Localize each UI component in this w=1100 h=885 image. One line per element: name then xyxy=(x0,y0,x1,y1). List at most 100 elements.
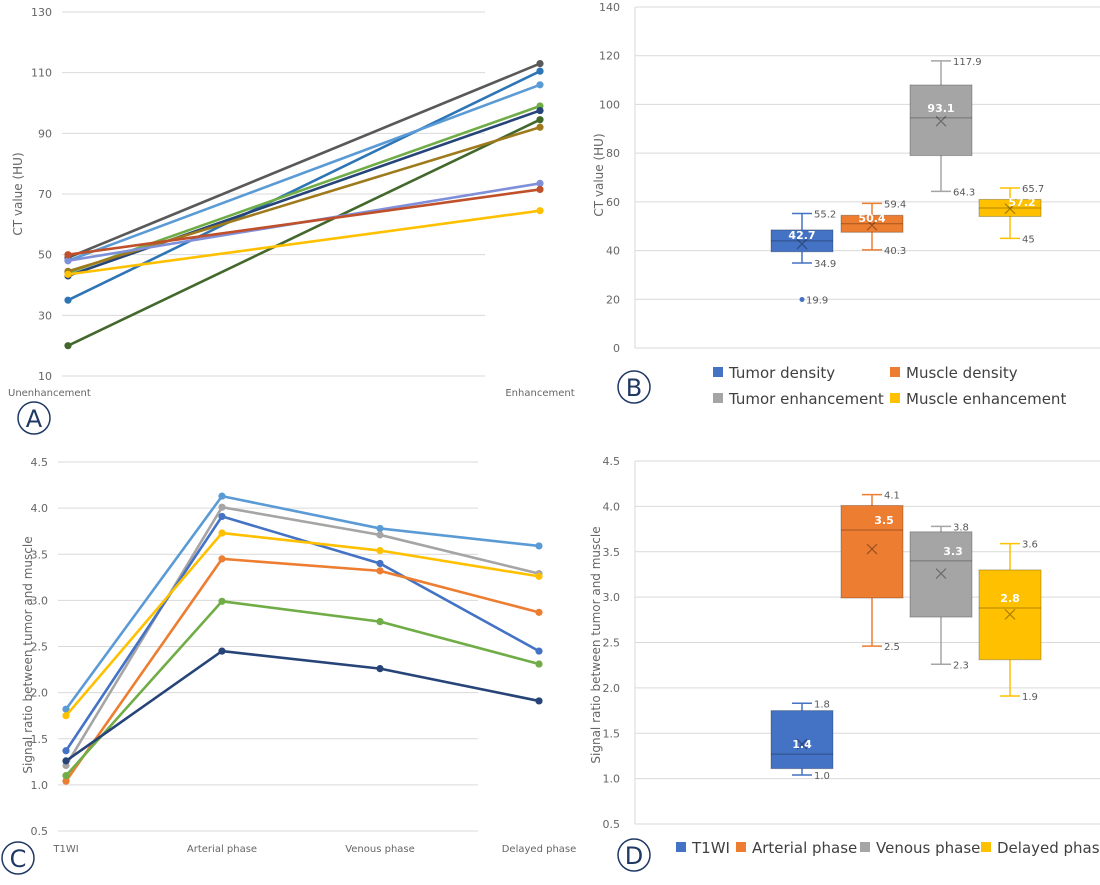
data-point xyxy=(64,296,72,304)
mean-marker xyxy=(866,219,878,231)
data-point xyxy=(536,106,544,115)
data-point xyxy=(218,492,226,500)
y-tick-label: 100 xyxy=(599,98,620,111)
panel-label-circle xyxy=(17,401,51,435)
min-label: 1.0 xyxy=(814,771,830,782)
panel-label: A xyxy=(26,405,43,433)
mean-label: 42.7 xyxy=(788,229,815,242)
y-tick-label: 1.0 xyxy=(31,779,49,792)
y-axis-title: CT value (HU) xyxy=(592,133,606,216)
data-point xyxy=(218,503,226,511)
data-point xyxy=(535,608,543,616)
box-body xyxy=(978,569,1042,661)
y-tick-label: 110 xyxy=(31,67,52,80)
chart-panel-c: 0.5 1.0 1.5 2.0 2.5 3.0 3.5 4.0 4.5 Signal ratio … xyxy=(1,456,577,875)
mean-label: 57.2 xyxy=(1008,196,1035,209)
data-point xyxy=(535,542,543,550)
data-point xyxy=(218,555,226,563)
min-label: 64.3 xyxy=(953,187,975,198)
panel-label-circle xyxy=(1,841,35,875)
data-point xyxy=(62,705,70,713)
y-tick-label: 2.5 xyxy=(603,637,621,650)
legend-swatch xyxy=(890,393,900,403)
data-point xyxy=(218,597,226,605)
data-point xyxy=(62,747,70,755)
data-point xyxy=(62,772,70,780)
y-tick-label: 90 xyxy=(38,127,52,140)
series-line-5 xyxy=(67,109,541,278)
y-tick-label: 0.5 xyxy=(31,825,49,838)
legend-swatch xyxy=(981,842,991,852)
series-line-3 xyxy=(67,83,541,262)
data-point xyxy=(64,270,72,278)
y-tick-label: 70 xyxy=(38,188,52,201)
legend-label: Muscle enhancement xyxy=(906,390,1066,408)
mean-label: 3.3 xyxy=(943,545,963,558)
series-line-1 xyxy=(64,494,540,710)
y-tick-label: 80 xyxy=(606,147,620,160)
y-tick-label: 4.5 xyxy=(603,455,621,468)
series-line-2 xyxy=(64,505,540,767)
data-point xyxy=(376,567,384,575)
y-tick-label: 2.0 xyxy=(31,687,49,700)
y-tick-label: 1.0 xyxy=(603,773,621,786)
y-tick-label: 1.5 xyxy=(603,727,621,740)
box-muscle-enhancement: 57.265.7 45 xyxy=(978,184,1044,245)
min-label: 45 xyxy=(1022,234,1035,245)
y-tick-label: 60 xyxy=(606,196,620,209)
box-body xyxy=(840,214,904,233)
y-tick-label: 140 xyxy=(599,1,620,14)
mean-label: 1.4 xyxy=(792,738,812,751)
panel-label-circle xyxy=(617,370,651,404)
outlier-point xyxy=(799,297,805,303)
data-point xyxy=(62,757,70,765)
y-tick-label: 120 xyxy=(599,50,620,63)
y-tick-label: 130 xyxy=(31,6,52,19)
box-body xyxy=(909,531,973,618)
series-line-6 xyxy=(67,118,541,347)
x-category-label: T1WI xyxy=(52,844,78,855)
mean-marker xyxy=(866,543,878,555)
data-point xyxy=(536,185,544,194)
data-point xyxy=(376,559,384,568)
y-tick-label: 3.0 xyxy=(31,594,49,607)
panel-label: D xyxy=(625,842,643,870)
data-point xyxy=(376,524,384,533)
series-line-9 xyxy=(67,188,541,256)
y-axis-title: Signal ratio between tumor and muscle xyxy=(589,526,603,763)
mean-label: 3.5 xyxy=(874,514,894,527)
legend-swatch xyxy=(676,842,686,852)
legend-swatch xyxy=(736,842,746,852)
y-tick-label: 3.5 xyxy=(31,548,49,561)
legend-label: Delayed phase xyxy=(997,839,1100,857)
data-point xyxy=(64,251,72,259)
series-line-10 xyxy=(67,209,541,276)
y-tick-label: 1.5 xyxy=(31,733,49,746)
data-point xyxy=(218,512,226,521)
mean-label: 2.8 xyxy=(1000,592,1020,605)
series-line-7 xyxy=(65,649,540,762)
legend-swatch xyxy=(713,393,723,403)
y-tick-label: 4.5 xyxy=(31,456,49,469)
series-line-3 xyxy=(64,514,540,752)
max-label: 4.1 xyxy=(884,491,900,502)
y-tick-label: 4.0 xyxy=(31,502,49,515)
box-delayed-phase: 2.8 3.6 1.9 xyxy=(978,540,1042,703)
data-point xyxy=(535,660,543,668)
data-point xyxy=(536,116,544,124)
legend-label: Venous phase xyxy=(876,839,980,857)
panel-label-circle xyxy=(617,838,651,872)
legend-swatch xyxy=(890,367,900,377)
legend-label: Muscle density xyxy=(906,364,1018,382)
x-category-label: Delayed phase xyxy=(502,844,577,855)
mean-label: 93.1 xyxy=(927,102,954,115)
mean-marker xyxy=(935,115,947,127)
panel-label: B xyxy=(626,374,642,402)
panel-label: C xyxy=(10,845,27,873)
box-body xyxy=(840,504,904,599)
data-point xyxy=(536,67,544,75)
series-line-2 xyxy=(67,69,541,302)
min-label: 2.5 xyxy=(884,642,900,653)
x-category-label: Unenhancement xyxy=(8,388,91,399)
